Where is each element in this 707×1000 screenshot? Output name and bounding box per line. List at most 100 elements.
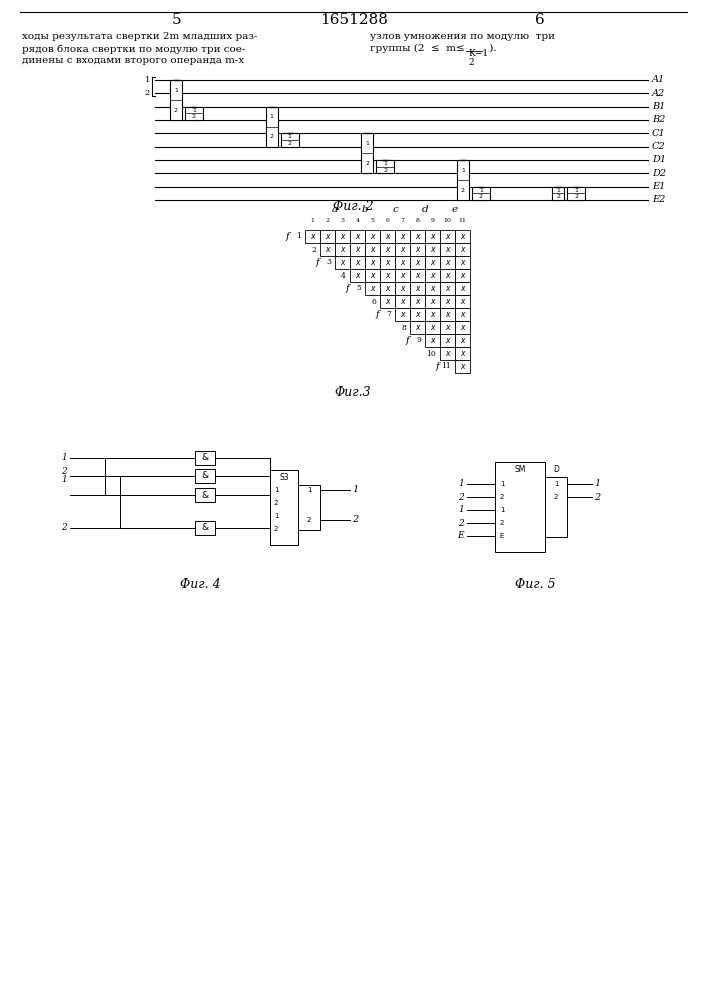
- Bar: [455, 308, 470, 321]
- Text: 5: 5: [173, 13, 182, 27]
- Bar: [410, 295, 425, 308]
- Text: x: x: [370, 245, 375, 254]
- Bar: [455, 269, 470, 282]
- Text: 3: 3: [326, 258, 331, 266]
- Text: f: f: [315, 258, 319, 267]
- Text: x: x: [415, 297, 420, 306]
- Bar: [350, 243, 365, 256]
- Bar: [395, 308, 410, 321]
- Text: d: d: [421, 205, 428, 214]
- Bar: [425, 243, 440, 256]
- Text: D1: D1: [652, 155, 666, 164]
- Bar: [365, 282, 380, 295]
- Bar: [395, 282, 410, 295]
- Text: 1: 1: [274, 487, 279, 493]
- Text: 1: 1: [352, 486, 358, 494]
- Bar: [395, 269, 410, 282]
- Text: x: x: [460, 245, 464, 254]
- Bar: [365, 256, 380, 269]
- Text: Φиг.3: Φиг.3: [334, 386, 371, 399]
- Bar: [495, 462, 545, 552]
- Text: x: x: [445, 323, 450, 332]
- Text: A2: A2: [652, 89, 665, 98]
- Text: x: x: [445, 310, 450, 319]
- Bar: [185, 107, 203, 120]
- Text: D: D: [553, 466, 559, 475]
- Text: 9: 9: [431, 218, 435, 223]
- Text: 2: 2: [468, 58, 474, 67]
- Bar: [425, 295, 440, 308]
- Text: x: x: [385, 245, 390, 254]
- Text: f: f: [375, 310, 379, 319]
- Text: x: x: [340, 258, 345, 267]
- Bar: [320, 230, 335, 243]
- Text: 8: 8: [416, 218, 419, 223]
- Text: x: x: [445, 271, 450, 280]
- Text: 1: 1: [296, 232, 301, 240]
- Text: 2: 2: [62, 468, 67, 477]
- Text: 1: 1: [594, 480, 600, 488]
- Text: x: x: [400, 232, 404, 241]
- Text: x: x: [460, 349, 464, 358]
- Text: 2: 2: [352, 516, 358, 524]
- Text: x: x: [445, 245, 450, 254]
- Text: x: x: [415, 258, 420, 267]
- Text: 1: 1: [366, 141, 369, 146]
- Bar: [395, 256, 410, 269]
- Text: x: x: [460, 271, 464, 280]
- Text: ходы результата свертки 2m младших раз-: ходы результата свертки 2m младших раз-: [22, 32, 257, 41]
- Bar: [395, 295, 410, 308]
- Text: x: x: [431, 245, 435, 254]
- Bar: [195, 521, 215, 535]
- Bar: [395, 243, 410, 256]
- Text: 7: 7: [400, 218, 404, 223]
- Bar: [365, 269, 380, 282]
- Text: динены с входами второго операнда m-х: динены с входами второго операнда m-х: [22, 56, 244, 65]
- Text: 1: 1: [500, 507, 504, 513]
- Text: &: &: [201, 472, 209, 481]
- Bar: [455, 334, 470, 347]
- Bar: [195, 451, 215, 465]
- Text: 3: 3: [341, 218, 344, 223]
- Text: x: x: [310, 232, 315, 241]
- Text: 2: 2: [479, 194, 483, 199]
- Text: a: a: [332, 205, 338, 214]
- Text: x: x: [431, 284, 435, 293]
- Bar: [455, 295, 470, 308]
- Text: 2: 2: [383, 167, 387, 172]
- Text: x: x: [400, 284, 404, 293]
- Bar: [380, 230, 395, 243]
- Text: рядов блока свертки по модулю три сое-: рядов блока свертки по модулю три сое-: [22, 44, 245, 53]
- Text: c: c: [392, 205, 398, 214]
- Text: 11: 11: [459, 218, 467, 223]
- Text: E1: E1: [652, 182, 665, 191]
- Text: 2: 2: [307, 517, 311, 523]
- Text: x: x: [415, 271, 420, 280]
- Text: C1: C1: [652, 129, 666, 138]
- Text: x: x: [445, 336, 450, 345]
- Bar: [170, 80, 182, 120]
- Text: x: x: [355, 245, 360, 254]
- Text: x: x: [400, 258, 404, 267]
- Text: C2: C2: [652, 142, 666, 151]
- Text: A1: A1: [652, 76, 665, 85]
- Text: f: f: [286, 232, 289, 241]
- Text: x: x: [355, 232, 360, 241]
- Text: x: x: [400, 271, 404, 280]
- Text: x: x: [460, 323, 464, 332]
- Text: 2: 2: [554, 494, 559, 500]
- Bar: [425, 282, 440, 295]
- Bar: [552, 187, 564, 200]
- Text: x: x: [445, 284, 450, 293]
- Bar: [440, 295, 455, 308]
- Bar: [350, 269, 365, 282]
- Text: 7: 7: [386, 310, 391, 318]
- Bar: [455, 243, 470, 256]
- Text: E: E: [500, 533, 504, 539]
- Text: x: x: [460, 297, 464, 306]
- Text: x: x: [415, 245, 420, 254]
- Bar: [350, 230, 365, 243]
- Bar: [425, 256, 440, 269]
- Bar: [440, 347, 455, 360]
- Text: 2: 2: [145, 89, 150, 97]
